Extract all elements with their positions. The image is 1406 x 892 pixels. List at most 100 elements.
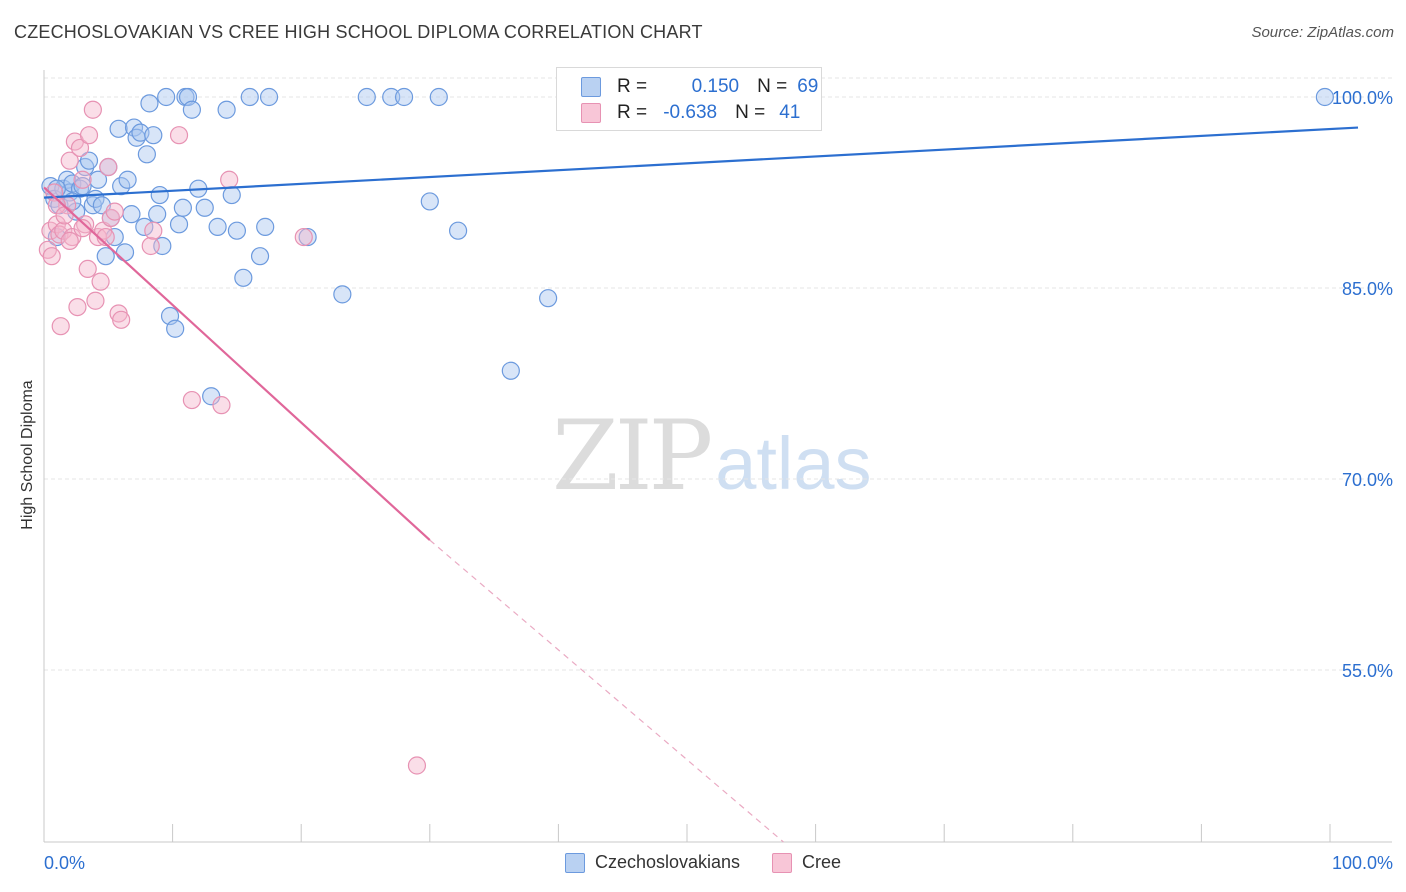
legend-r-label: R =	[617, 76, 648, 97]
legend-swatch-blue	[564, 852, 585, 873]
cree-point	[54, 221, 73, 240]
cree-point	[86, 291, 105, 310]
czechoslovakian-point	[67, 202, 86, 221]
czechoslovakian-point	[259, 87, 279, 107]
x-tick-label: 0.0%	[44, 853, 85, 873]
czechoslovakian-point	[256, 217, 275, 236]
cree-point	[60, 231, 79, 250]
legend-r-label: R =	[617, 102, 648, 123]
stats-legend: R = 0.150 N = 69 R = -0.638 N = 41	[556, 67, 822, 131]
legend-label: Czechoslovakians	[594, 852, 741, 872]
cree-point	[83, 100, 102, 119]
czechoslovakian-point	[394, 87, 414, 107]
czechoslovakian-point	[1315, 87, 1334, 107]
czechoslovakian-point	[195, 198, 214, 217]
cree-point	[51, 317, 70, 336]
czechoslovakian-point	[448, 221, 468, 240]
watermark: ZIPatlas	[552, 400, 872, 512]
cree-point	[105, 202, 124, 221]
czechoslovakian-point	[182, 100, 201, 119]
cree-point	[60, 151, 79, 170]
legend-label: Cree	[802, 852, 842, 872]
cree-point	[91, 272, 110, 291]
cree-point	[42, 247, 61, 266]
legend-row-cree: R = -0.638 N = 41	[581, 101, 800, 125]
watermark-zip: ZIP	[552, 400, 713, 512]
cree-point	[55, 206, 74, 225]
cree-point	[182, 390, 201, 410]
legend-n-value: 41	[779, 102, 801, 123]
cree-point	[212, 396, 231, 415]
czechoslovakian-point	[217, 100, 236, 119]
cree-point	[220, 170, 239, 189]
cree-point	[112, 310, 131, 329]
legend-item-czechoslovakians[interactable]: Czechoslovakians	[564, 852, 741, 873]
cree-point	[78, 259, 97, 278]
czechoslovakian-point	[109, 119, 128, 138]
czechoslovakian-point	[96, 247, 115, 266]
czechoslovakian-point	[227, 221, 246, 240]
czechoslovakian-point	[140, 94, 159, 113]
cree-point	[73, 170, 92, 189]
czechoslovakian-point	[137, 145, 156, 164]
legend-swatch-pink	[581, 103, 601, 123]
source-label: Source: ZipAtlas.com	[1251, 24, 1394, 41]
legend-n-value: 69	[797, 76, 819, 97]
czechoslovakian-point	[157, 87, 176, 107]
czechoslovakian-point	[150, 185, 169, 205]
legend-row-czechoslovakians: R = 0.150 N = 69	[581, 75, 818, 99]
legend-r-value: 0.150	[691, 76, 740, 97]
chart-title: CZECHOSLOVAKIAN VS CREE HIGH SCHOOL DIPL…	[14, 22, 703, 42]
czechoslovakian-point	[144, 126, 163, 145]
legend-n-label: N =	[735, 102, 766, 123]
czechoslovakian-point	[420, 192, 439, 211]
legend-swatch-pink	[772, 852, 793, 873]
cree-trendline-extension	[429, 539, 784, 843]
series-legend: Czechoslovakians Cree	[0, 852, 1406, 873]
cree-point	[144, 221, 163, 240]
czechoslovakian-point	[298, 227, 317, 247]
y-tick-label: 55.0%	[1342, 661, 1393, 681]
cree-point	[70, 138, 90, 158]
x-tick-label: 100.0%	[1332, 853, 1393, 873]
cree-point	[169, 126, 189, 145]
legend-item-cree[interactable]: Cree	[772, 852, 841, 873]
czechoslovakian-point	[250, 247, 270, 266]
czechoslovakian-point	[115, 243, 135, 262]
czechoslovakian-point	[333, 285, 352, 304]
czechoslovakian-point	[88, 170, 108, 189]
legend-n-label: N =	[757, 76, 788, 97]
cree-trendline	[43, 186, 431, 541]
czechoslovakian-point	[148, 205, 167, 224]
czechoslovakian-point	[173, 198, 192, 217]
y-tick-label: 70.0%	[1342, 470, 1393, 490]
czechoslovakian-point	[79, 151, 99, 170]
cree-point	[68, 298, 87, 317]
czechoslovakian-point	[118, 170, 137, 189]
czechoslovakian-point	[357, 87, 376, 107]
czechoslovakian-point	[122, 205, 141, 224]
czechoslovakian-trendline	[43, 126, 1359, 199]
cree-point	[73, 219, 92, 238]
czechoslovakian-point	[240, 87, 259, 107]
czechoslovakian-point	[429, 87, 448, 107]
watermark-atlas: atlas	[715, 422, 872, 505]
cree-point	[79, 126, 99, 145]
cree-point	[99, 157, 118, 177]
cree-point	[294, 227, 313, 247]
czechoslovakian-point	[208, 217, 227, 236]
y-tick-label: 85.0%	[1342, 279, 1393, 299]
czechoslovakian-point	[169, 215, 189, 234]
legend-swatch-blue	[581, 77, 601, 97]
czechoslovakian-point	[135, 217, 154, 236]
cree-point	[407, 756, 427, 775]
czechoslovakian-point	[222, 185, 241, 205]
legend-r-value: -0.638	[663, 102, 718, 123]
czechoslovakian-point	[166, 319, 185, 338]
y-tick-label: 100.0%	[1332, 88, 1393, 108]
cree-point	[141, 236, 160, 256]
czechoslovakian-point	[539, 289, 558, 308]
czechoslovakian-point	[234, 268, 253, 287]
czechoslovakian-point	[501, 361, 520, 380]
